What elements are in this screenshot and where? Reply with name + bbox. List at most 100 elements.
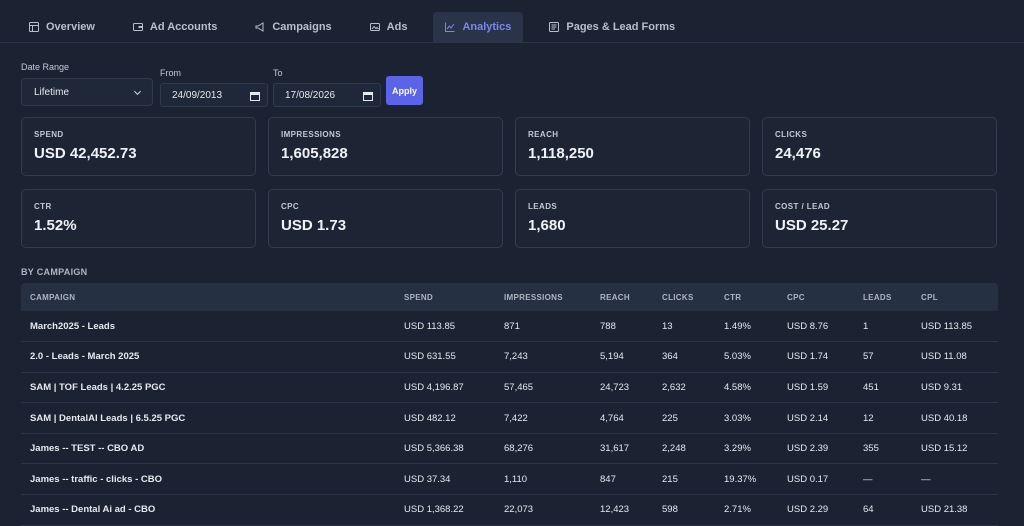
column-header-cpl[interactable]: CPL <box>912 283 998 311</box>
date-range-value: Lifetime <box>34 86 70 98</box>
table-cell: 788 <box>591 311 653 343</box>
metric-value: USD 1.73 <box>281 217 347 234</box>
column-header-reach[interactable]: REACH <box>591 283 653 311</box>
column-header-campaign[interactable]: CAMPAIGN <box>21 283 395 311</box>
table-cell: USD 482.12 <box>395 402 495 434</box>
date-range-label: Date Range <box>21 62 70 72</box>
metric-label: REACH <box>528 130 559 139</box>
table-row[interactable]: SAM | DentalAI Leads | 6.5.25 PGC USD 482… <box>21 402 998 434</box>
table-row[interactable]: James -- TEST -- CBO AD USD 5,366.38 68,27… <box>21 433 998 465</box>
table-row[interactable]: 2.0 - Leads - March 2025 USD 631.55 7,243 5… <box>21 341 998 373</box>
table-cell: 215 <box>653 463 715 496</box>
table-cell: 22,073 <box>495 494 591 526</box>
table-cell: 2,248 <box>653 433 715 465</box>
table-header-row: CAMPAIGN SPEND IMPRESSIONS REACH CLICKS … <box>21 283 998 311</box>
column-header-spend[interactable]: SPEND <box>395 283 495 311</box>
table-cell: 1,110 <box>495 463 591 496</box>
metric-label: CLICKS <box>775 130 808 139</box>
from-label: From <box>160 68 181 78</box>
campaign-name-cell: March2025 - Leads <box>21 311 395 343</box>
tab-label: Ad Accounts <box>149 21 218 33</box>
tab-bar: Overview Ad Accounts Campaigns Ads Analy… <box>0 0 1024 43</box>
table-cell: 2.71% <box>715 494 778 526</box>
column-header-leads[interactable]: LEADS <box>854 283 912 311</box>
column-header-cpc[interactable]: CPC <box>778 283 854 311</box>
table-cell: 847 <box>591 463 653 496</box>
table-cell: USD 5,366.38 <box>395 433 495 465</box>
to-date-input[interactable]: 17/08/2026 <box>273 83 381 107</box>
table-row[interactable]: March2025 - Leads USD 113.85 871 788 13 1.49%… <box>21 311 998 343</box>
table-cell: 3.29% <box>715 433 778 465</box>
tab-label: Pages & Lead Forms <box>566 21 676 33</box>
table-cell: USD 4,196.87 <box>395 372 495 404</box>
tab-campaigns[interactable]: Campaigns <box>243 12 343 42</box>
tab-ad-accounts[interactable]: Ad Accounts <box>121 12 229 42</box>
table-cell: USD 113.85 <box>912 311 998 343</box>
table-cell: 13 <box>653 311 715 343</box>
table-cell: — <box>854 463 912 496</box>
metric-label: CPC <box>281 202 300 211</box>
table-row[interactable]: James -- traffic - clicks - CBO USD 37.34… <box>21 463 998 496</box>
metric-label: IMPRESSIONS <box>281 130 341 139</box>
table-cell: 225 <box>653 402 715 434</box>
table-cell: — <box>912 463 998 496</box>
table-cell: 871 <box>495 311 591 343</box>
table-cell: USD 15.12 <box>912 433 998 465</box>
to-label: To <box>273 68 283 78</box>
table-cell: 1 <box>854 311 912 343</box>
column-header-ctr[interactable]: CTR <box>715 283 778 311</box>
table-cell: 7,422 <box>495 402 591 434</box>
table-row[interactable]: SAM | TOF Leads | 4.2.25 PGC USD 4,196.87… <box>21 372 998 404</box>
wallet-icon <box>132 23 143 31</box>
form-icon <box>549 22 560 32</box>
table-cell: USD 2.14 <box>778 402 854 434</box>
calendar-icon[interactable] <box>363 91 373 101</box>
metric-label: SPEND <box>34 130 64 139</box>
metric-value: 1.52% <box>34 217 77 234</box>
metric-label: COST / LEAD <box>775 202 831 211</box>
table-cell: 68,276 <box>495 433 591 465</box>
table-cell: 5.03% <box>715 341 778 373</box>
tab-pages-lead-forms[interactable]: Pages & Lead Forms <box>537 12 687 42</box>
campaign-name-cell: 2.0 - Leads - March 2025 <box>21 341 395 373</box>
grid-icon <box>29 22 39 32</box>
campaign-name-cell: SAM | TOF Leads | 4.2.25 PGC <box>21 372 395 404</box>
tab-label: Campaigns <box>272 21 332 33</box>
table-cell: USD 40.18 <box>912 402 998 434</box>
table-cell: 598 <box>653 494 715 526</box>
calendar-icon[interactable] <box>250 91 260 101</box>
from-date-input[interactable]: 24/09/2013 <box>160 83 268 107</box>
metric-card-leads: LEADS 1,680 <box>515 189 750 248</box>
apply-button[interactable]: Apply <box>386 76 423 105</box>
tab-analytics[interactable]: Analytics <box>433 12 524 42</box>
table-cell: USD 1,368.22 <box>395 494 495 526</box>
date-range-select[interactable]: Lifetime <box>21 78 153 106</box>
metric-card-reach: REACH 1,118,250 <box>515 117 750 176</box>
metric-value: USD 42,452.73 <box>34 145 137 162</box>
metric-card-spend: SPEND USD 42,452.73 <box>21 117 256 176</box>
column-header-clicks[interactable]: CLICKS <box>653 283 715 311</box>
metric-value: 1,680 <box>528 217 566 234</box>
to-date-value: 17/08/2026 <box>285 89 336 101</box>
metric-label: CTR <box>34 202 52 211</box>
metric-value: 1,605,828 <box>281 145 348 162</box>
tab-overview[interactable]: Overview <box>17 12 107 42</box>
table-cell: USD 37.34 <box>395 463 495 496</box>
metric-card-cpc: CPC USD 1.73 <box>268 189 503 248</box>
table-cell: 57 <box>854 341 912 373</box>
table-cell: 24,723 <box>591 372 653 404</box>
table-cell: 1.49% <box>715 311 778 343</box>
chart-icon <box>445 22 455 32</box>
table-cell: 12,423 <box>591 494 653 526</box>
table-cell: USD 11.08 <box>912 341 998 373</box>
table-cell: 12 <box>854 402 912 434</box>
table-cell: 4.58% <box>715 372 778 404</box>
campaign-table: CAMPAIGN SPEND IMPRESSIONS REACH CLICKS … <box>21 283 998 526</box>
tab-ads[interactable]: Ads <box>358 12 420 42</box>
table-row[interactable]: James -- Dental Ai ad - CBO USD 1,368.22 2… <box>21 494 998 526</box>
image-icon <box>369 23 380 31</box>
table-cell: 57,465 <box>495 372 591 404</box>
metric-card-clicks: CLICKS 24,476 <box>762 117 997 176</box>
column-header-impressions[interactable]: IMPRESSIONS <box>495 283 591 311</box>
table-cell: USD 2.29 <box>778 494 854 526</box>
